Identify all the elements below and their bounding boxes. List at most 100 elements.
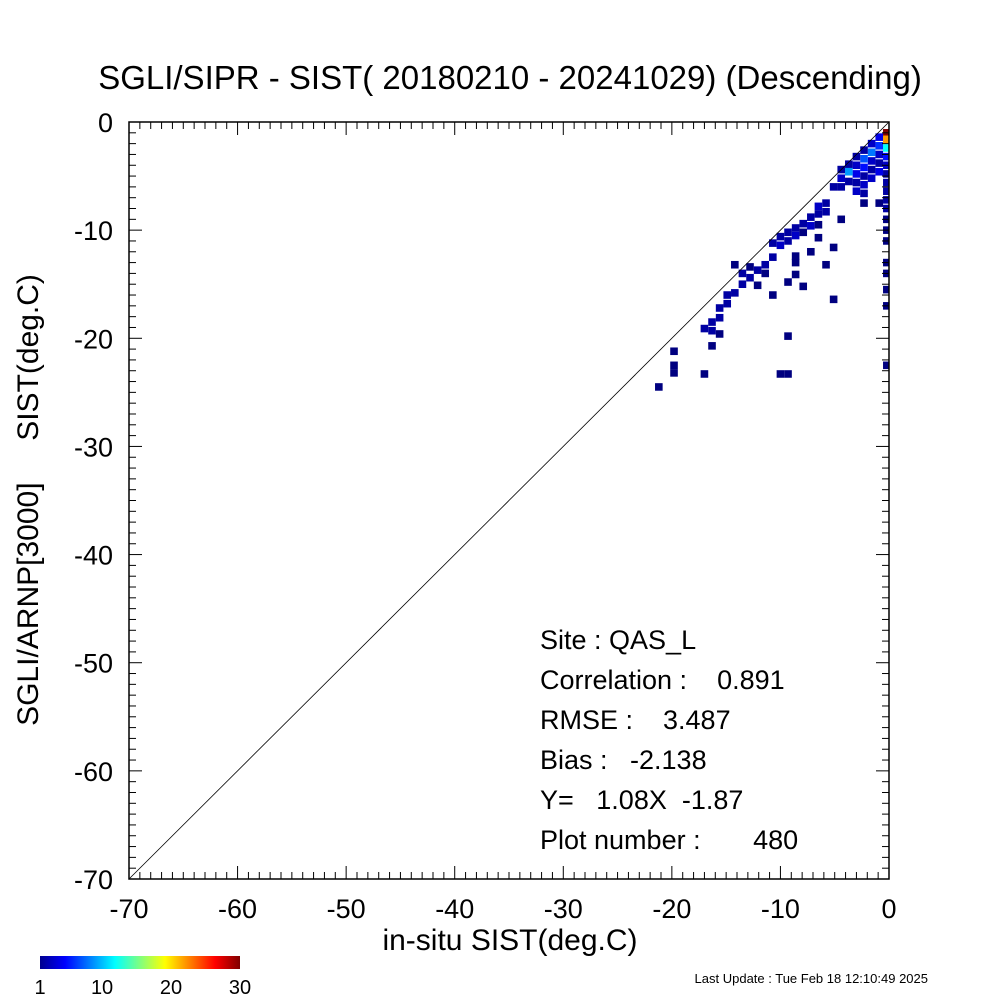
heatmap-cell bbox=[799, 282, 808, 291]
heatmap-cell bbox=[723, 299, 732, 308]
heatmap-cell bbox=[738, 280, 747, 288]
heatmap-cell bbox=[883, 196, 889, 204]
heatmap-cell bbox=[700, 370, 709, 378]
heatmap-cell bbox=[829, 295, 838, 304]
heatmap-cell bbox=[883, 135, 889, 144]
heatmap-cell bbox=[875, 133, 884, 141]
heatmap-cell bbox=[837, 215, 846, 224]
heatmap-cell bbox=[746, 273, 754, 282]
heatmap-cell bbox=[769, 253, 777, 261]
heatmap-cell bbox=[852, 152, 861, 161]
y-axis-label: SGLI/ARNP[3000] SIST(deg.C) bbox=[12, 274, 45, 726]
x-tick-label: -50 bbox=[327, 894, 366, 924]
heatmap-cell bbox=[822, 207, 830, 216]
heatmap-cell bbox=[883, 285, 889, 294]
heatmap-cell bbox=[845, 177, 853, 186]
heatmap-cell bbox=[867, 157, 876, 165]
heatmap-cell bbox=[852, 178, 861, 187]
heatmap-cell bbox=[814, 220, 823, 229]
heatmap-cell bbox=[761, 260, 770, 269]
heatmap-cell bbox=[784, 237, 792, 245]
heatmap-cell bbox=[784, 228, 792, 237]
heatmap-cell bbox=[860, 172, 868, 180]
stat-rmse: RMSE : 3.487 bbox=[540, 705, 731, 735]
heatmap-cell bbox=[860, 189, 868, 198]
heatmap-cell bbox=[883, 144, 889, 152]
heatmap-cell bbox=[761, 269, 770, 278]
heatmap-cells bbox=[655, 129, 889, 391]
heatmap-cell bbox=[875, 199, 884, 207]
heatmap-cell bbox=[708, 318, 716, 326]
heatmap-cell bbox=[875, 167, 884, 176]
heatmap-cell bbox=[860, 199, 868, 207]
heatmap-cell bbox=[746, 263, 754, 271]
x-tick-label: -40 bbox=[435, 894, 474, 924]
heatmap-cell bbox=[799, 219, 808, 228]
colorbar-tick-label: 20 bbox=[160, 977, 182, 999]
y-tick-label: -60 bbox=[74, 757, 113, 787]
heatmap-cell bbox=[708, 342, 716, 350]
heatmap-cell bbox=[822, 199, 830, 207]
x-tick-label: -10 bbox=[761, 894, 800, 924]
heatmap-cell bbox=[753, 266, 762, 274]
heatmap-cell bbox=[845, 160, 853, 168]
colorbar-tick-label: 10 bbox=[91, 977, 113, 999]
one-to-one-line bbox=[128, 121, 890, 880]
x-tick-label: -60 bbox=[218, 894, 257, 924]
x-tick-label: -30 bbox=[544, 894, 583, 924]
heatmap-cell bbox=[784, 278, 792, 286]
heatmap-cell bbox=[784, 332, 792, 340]
heatmap-cell bbox=[791, 224, 800, 232]
heatmap-cell bbox=[814, 202, 823, 211]
chart-title: SGLI/SIPR - SIST( 20180210 - 20241029) (… bbox=[98, 59, 922, 96]
heatmap-cell bbox=[784, 370, 792, 378]
heatmap-cell bbox=[860, 180, 868, 189]
heatmap-cell bbox=[670, 369, 678, 377]
stat-plot-number: Plot number : 480 bbox=[540, 825, 798, 855]
stat-bias: Bias : -2.138 bbox=[540, 745, 707, 775]
x-tick-labels: -70 -60 -50 -40 -30 -20 -10 0 bbox=[109, 894, 896, 924]
heatmap-cell bbox=[814, 210, 823, 218]
heatmap-cell bbox=[883, 152, 889, 161]
heatmap-cell bbox=[776, 241, 785, 250]
y-tick-label: 0 bbox=[98, 108, 113, 138]
heatmap-cell bbox=[875, 159, 884, 167]
heatmap-cell bbox=[791, 252, 800, 260]
y-tick-label: -10 bbox=[74, 216, 113, 246]
heatmap-cell bbox=[791, 258, 800, 267]
x-tick-label: -70 bbox=[109, 894, 148, 924]
heatmap-cell bbox=[791, 270, 800, 279]
x-tick-label: -20 bbox=[652, 894, 691, 924]
heatmap-cell bbox=[822, 260, 830, 269]
colorbar-tick-labels: 1 10 20 30 bbox=[34, 977, 251, 999]
heatmap-cell bbox=[807, 247, 815, 256]
heatmap-cell bbox=[670, 347, 678, 356]
heatmap-cell bbox=[867, 165, 876, 174]
heatmap-cell bbox=[883, 361, 889, 370]
heatmap-cell bbox=[875, 142, 884, 150]
heatmap-cell bbox=[883, 178, 889, 187]
heatmap-cell bbox=[867, 148, 876, 157]
y-tick-label: -40 bbox=[74, 541, 113, 571]
heatmap-cell bbox=[776, 370, 785, 378]
heatmap-cell bbox=[731, 289, 739, 297]
stats-box: Site : QAS_L Correlation : 0.891 RMSE : … bbox=[540, 625, 798, 855]
last-update-text: Last Update : Tue Feb 18 12:10:49 2025 bbox=[695, 971, 928, 986]
heatmap-cell bbox=[769, 291, 777, 299]
heatmap-cell bbox=[845, 167, 853, 176]
heatmap-cell bbox=[852, 161, 861, 170]
heatmap-cell bbox=[852, 187, 861, 195]
heatmap-cell bbox=[875, 150, 884, 159]
colorbar bbox=[40, 956, 240, 969]
heatmap-cell bbox=[776, 232, 785, 241]
heatmap-cell bbox=[883, 170, 889, 178]
heatmap-cell bbox=[708, 326, 716, 335]
heatmap-cell bbox=[799, 228, 808, 237]
y-tick-label: -50 bbox=[74, 649, 113, 679]
x-axis-label: in-situ SIST(deg.C) bbox=[382, 924, 637, 957]
heatmap-cell bbox=[753, 281, 762, 290]
heatmap-cell bbox=[807, 222, 815, 230]
heatmap-cell bbox=[731, 260, 739, 269]
heatmap-cell bbox=[791, 231, 800, 240]
